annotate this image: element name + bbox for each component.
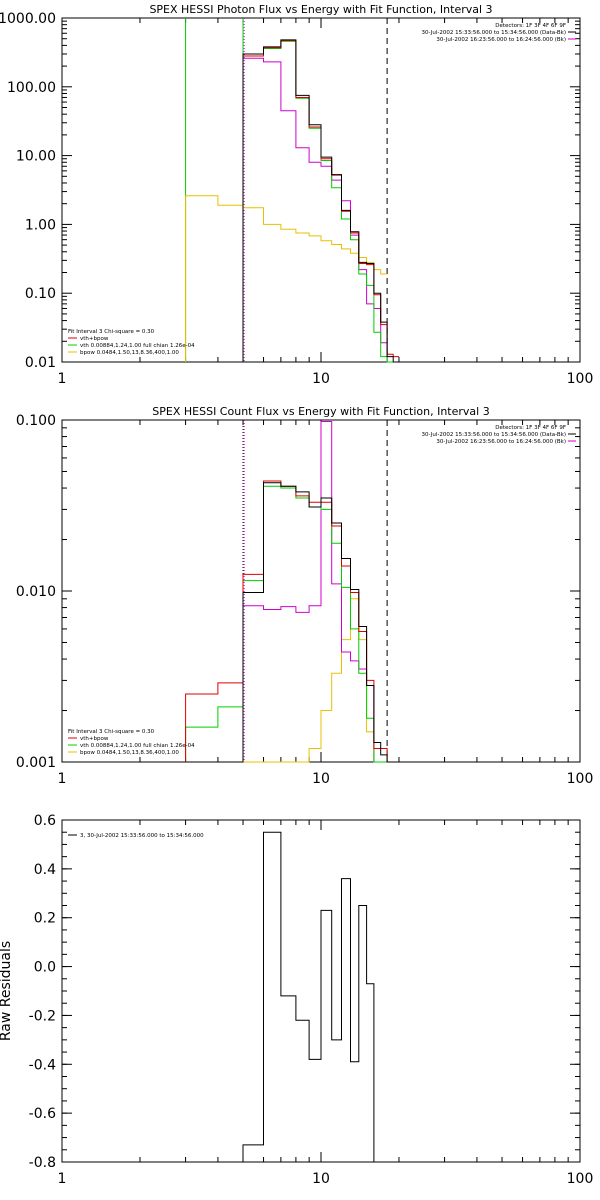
y-tick-label: -0.4 — [29, 1057, 56, 1073]
y-tick-label: 0.6 — [34, 813, 56, 829]
series-data-histogram — [242, 831, 388, 1163]
legend-left-entry: Fit Interval 3 Chi-square = 0.30 — [68, 329, 155, 335]
chart-title: SPEX HESSI Photon Flux vs Energy with Fi… — [149, 3, 492, 16]
series-bk-histogram — [242, 57, 399, 363]
legend-right-entry: 30-Jul-2002 16:23:56.000 to 16:24:56.000… — [436, 37, 566, 43]
y-axis-label: Raw Residuals — [0, 941, 14, 1041]
x-tick-label: 100 — [567, 1171, 594, 1187]
legend-right-entry: 30-Jul-2002 15:33:56.000 to 15:34:56.000… — [422, 30, 567, 36]
series-vth-histogram — [242, 40, 399, 363]
series-data-histogram — [242, 39, 399, 363]
y-tick-label: 0.001 — [16, 755, 56, 771]
legend-right-entry: 30-Jul-2002 15:33:56.000 to 15:34:56.000… — [422, 432, 567, 438]
legend-left-entry: 3, 30-Jul-2002 15:33:56.000 to 15:34:56.… — [80, 833, 204, 839]
x-tick-label: 10 — [312, 771, 330, 787]
y-tick-label: 0.4 — [34, 862, 56, 878]
y-tick-label: 0.010 — [16, 584, 56, 600]
x-tick-label: 100 — [567, 771, 594, 787]
panel-2: SPEX HESSI Count Flux vs Energy with Fit… — [16, 405, 593, 787]
x-tick-label: 1 — [58, 771, 67, 787]
panel-3: Raw Residuals 1 10 100 -0.8 -0.6 -0.4 -0.2 0.0 0.… — [0, 813, 593, 1187]
chart-title: SPEX HESSI Count Flux vs Energy with Fit… — [152, 405, 489, 418]
y-tick-label: 100.00 — [7, 80, 56, 96]
series-total-histogram — [242, 40, 399, 362]
x-tick-label: 1 — [58, 1171, 67, 1187]
y-tick-label: 0.10 — [25, 286, 56, 302]
x-tick-label: 100 — [567, 371, 594, 387]
y-tick-label: 0.2 — [34, 911, 56, 927]
legend-left-entry: vth+bpow — [80, 736, 109, 742]
y-tick-label: -0.6 — [29, 1106, 56, 1122]
y-tick-label: 0.0 — [34, 960, 56, 976]
legend-left-entry: Fit Interval 3 Chi-square = 0.30 — [68, 729, 155, 735]
y-tick-label: 1000.00 — [0, 11, 56, 27]
legend-right-entry: 30-Jul-2002 16:23:56.000 to 16:24:56.000… — [436, 439, 566, 445]
series-bpow-histogram — [185, 195, 388, 362]
plot-frame — [61, 17, 581, 363]
y-tick-label: 1.00 — [25, 217, 56, 233]
series-data-histogram — [185, 482, 399, 763]
legend-left-entry: vth 0.00884,1.24,1.00 full chian 1.26e-0… — [80, 743, 195, 749]
y-tick-label: 0.100 — [16, 413, 56, 429]
legend-left-entry: bpow 0.0484,1.50,13,8.36,400,1.00 — [80, 750, 179, 756]
legend-left-entry: bpow 0.0484,1.50,13,8.36,400,1.00 — [80, 350, 179, 356]
legend-right-entry: Detectors: 1F 3F 4F 6F 9F — [495, 23, 566, 29]
legend-left-entry: vth 0.00884,1.24,1.00 full chian 1.26e-0… — [80, 343, 195, 349]
y-tick-label: 10.00 — [16, 149, 56, 165]
legend-right-entry: Detectors: 1F 3F 4F 6F 9F — [495, 425, 566, 431]
panel-1: SPEX HESSI Photon Flux vs Energy with Fi… — [0, 3, 593, 387]
x-tick-label: 10 — [312, 371, 330, 387]
y-tick-label: -0.2 — [29, 1008, 56, 1024]
x-tick-label: 10 — [312, 1171, 330, 1187]
y-tick-label: -0.8 — [29, 1155, 56, 1171]
legend-left-entry: vth+bpow — [80, 336, 109, 342]
series-vth-histogram — [185, 485, 399, 763]
y-tick-label: 0.01 — [25, 355, 56, 371]
x-tick-label: 1 — [58, 371, 67, 387]
